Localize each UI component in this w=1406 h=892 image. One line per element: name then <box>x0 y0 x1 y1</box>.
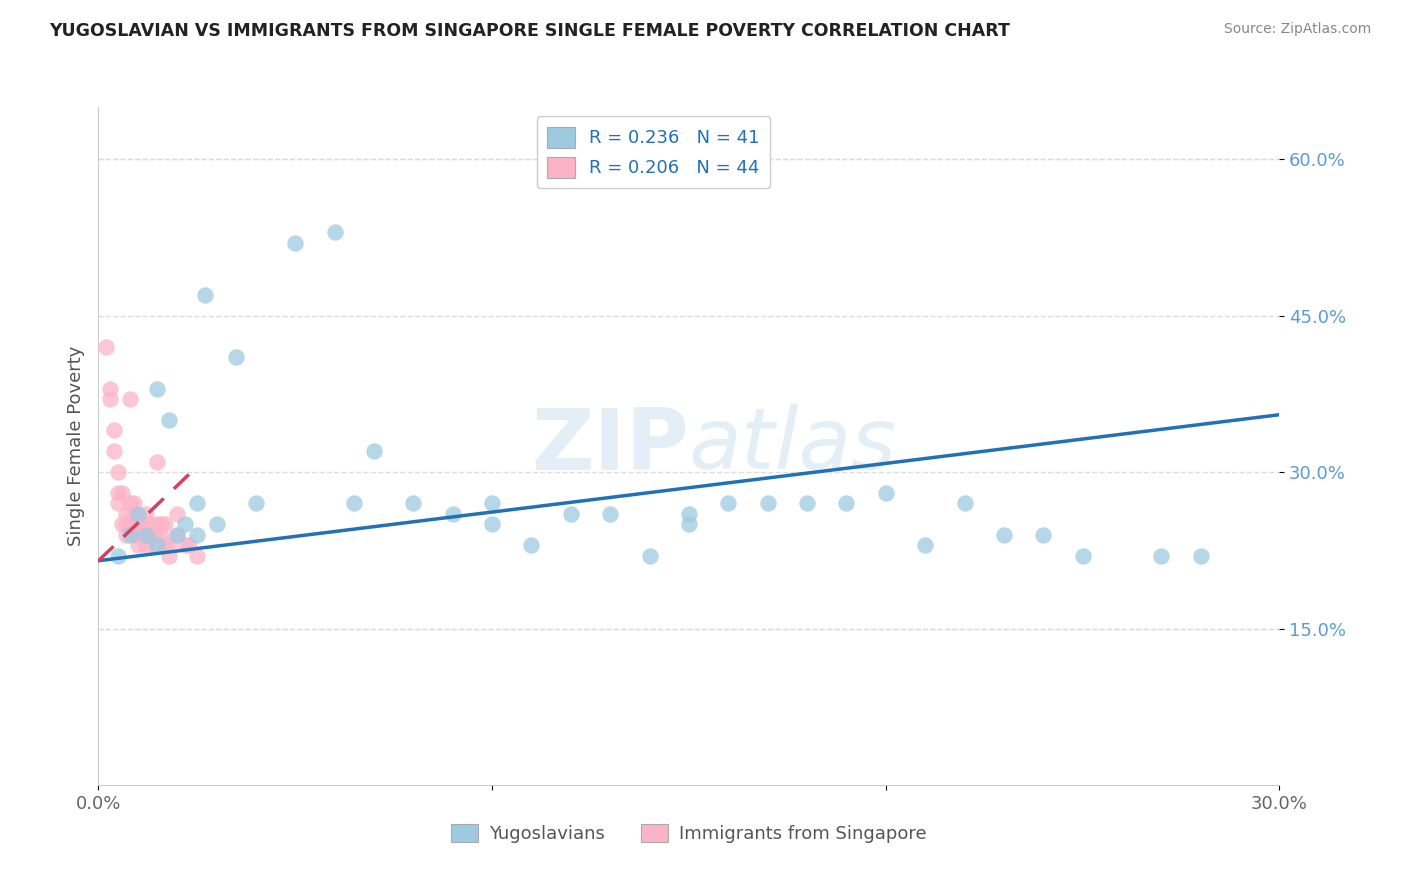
Point <box>166 527 188 541</box>
Point <box>131 517 153 532</box>
Point <box>96 340 118 354</box>
Text: YUGOSLAVIAN VS IMMIGRANTS FROM SINGAPORE SINGLE FEMALE POVERTY CORRELATION CHART: YUGOSLAVIAN VS IMMIGRANTS FROM SINGAPORE… <box>49 22 1010 40</box>
Point <box>875 486 897 500</box>
Point <box>441 507 464 521</box>
Point <box>98 382 121 396</box>
Point <box>146 455 169 469</box>
Point <box>150 527 173 541</box>
Point <box>157 413 180 427</box>
Point <box>146 538 169 552</box>
Point <box>186 527 208 541</box>
Point <box>146 382 169 396</box>
Point <box>174 517 197 532</box>
Point <box>115 517 138 532</box>
Point <box>122 507 145 521</box>
Point <box>835 496 858 510</box>
Point <box>111 517 134 532</box>
Point <box>127 507 149 521</box>
Point <box>678 517 700 532</box>
Point <box>107 486 129 500</box>
Point <box>135 507 157 521</box>
Point <box>155 538 177 552</box>
Point <box>138 527 160 541</box>
Point <box>993 527 1015 541</box>
Point <box>194 287 217 301</box>
Point <box>678 507 700 521</box>
Point <box>111 486 134 500</box>
Point <box>103 444 125 458</box>
Point <box>135 538 157 552</box>
Point <box>107 549 129 563</box>
Point <box>98 392 121 406</box>
Point <box>115 507 138 521</box>
Legend: Yugoslavians, Immigrants from Singapore: Yugoslavians, Immigrants from Singapore <box>444 817 934 850</box>
Point <box>150 517 173 532</box>
Text: Source: ZipAtlas.com: Source: ZipAtlas.com <box>1223 22 1371 37</box>
Point <box>138 517 160 532</box>
Point <box>122 527 145 541</box>
Point <box>560 507 582 521</box>
Point <box>481 517 503 532</box>
Point <box>323 225 346 239</box>
Point <box>166 527 188 541</box>
Point <box>107 496 129 510</box>
Point <box>796 496 818 510</box>
Point <box>118 496 141 510</box>
Point <box>186 549 208 563</box>
Point <box>520 538 543 552</box>
Point <box>103 423 125 437</box>
Point <box>127 538 149 552</box>
Point <box>186 496 208 510</box>
Point <box>225 351 247 365</box>
Point <box>155 517 177 532</box>
Point <box>481 496 503 510</box>
Point <box>638 549 661 563</box>
Text: ZIP: ZIP <box>531 404 689 488</box>
Point <box>157 549 180 563</box>
Y-axis label: Single Female Poverty: Single Female Poverty <box>66 346 84 546</box>
Point <box>1150 549 1173 563</box>
Point <box>127 527 149 541</box>
Point <box>118 392 141 406</box>
Point <box>1189 549 1212 563</box>
Point <box>142 538 165 552</box>
Point <box>402 496 425 510</box>
Point <box>914 538 936 552</box>
Point <box>131 527 153 541</box>
Point <box>717 496 740 510</box>
Point <box>122 496 145 510</box>
Point <box>953 496 976 510</box>
Point <box>177 538 200 552</box>
Point <box>157 538 180 552</box>
Point <box>142 527 165 541</box>
Point <box>756 496 779 510</box>
Point <box>343 496 366 510</box>
Point <box>127 517 149 532</box>
Point <box>205 517 228 532</box>
Point <box>146 517 169 532</box>
Point <box>363 444 385 458</box>
Point <box>174 538 197 552</box>
Point <box>118 517 141 532</box>
Point <box>245 496 267 510</box>
Point <box>599 507 621 521</box>
Point <box>135 527 157 541</box>
Point <box>135 527 157 541</box>
Text: atlas: atlas <box>689 404 897 488</box>
Point <box>107 465 129 479</box>
Point <box>1032 527 1054 541</box>
Point <box>118 527 141 541</box>
Point <box>115 527 138 541</box>
Point <box>166 507 188 521</box>
Point <box>284 235 307 250</box>
Point <box>1071 549 1094 563</box>
